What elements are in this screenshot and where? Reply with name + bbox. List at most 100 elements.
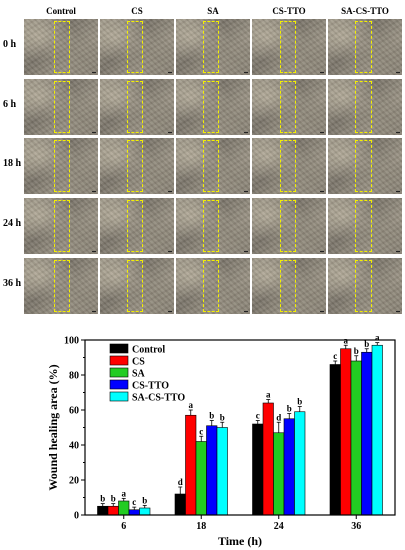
significance-letter: b xyxy=(100,494,105,504)
bar xyxy=(216,427,228,516)
bar xyxy=(262,402,274,516)
scale-bar xyxy=(244,191,248,192)
wound-gap-outline xyxy=(127,140,143,192)
bar xyxy=(361,351,373,516)
wound-gap-outline xyxy=(203,81,219,133)
row-label: 0 h xyxy=(3,39,17,50)
wound-gap-outline xyxy=(127,81,143,133)
wound-gap-outline xyxy=(355,200,372,252)
wound-gap-outline xyxy=(127,21,143,73)
scale-bar xyxy=(168,311,172,312)
row-label: 18 h xyxy=(3,158,22,169)
bar xyxy=(329,364,341,516)
row-label: 24 h xyxy=(3,218,22,229)
legend-swatch xyxy=(109,391,129,402)
micrograph-panel xyxy=(100,258,174,314)
wound-gap-outline xyxy=(203,140,219,192)
x-tick-label: 24 xyxy=(274,521,284,532)
scale-bar xyxy=(92,72,96,73)
micrograph-panel xyxy=(176,198,250,254)
wound-gap-outline xyxy=(54,140,70,192)
wound-gap-outline xyxy=(280,260,296,312)
scale-bar xyxy=(168,132,172,133)
bar xyxy=(195,441,207,516)
y-tick-label: 100 xyxy=(64,336,79,347)
column-label: CS xyxy=(131,6,143,16)
y-axis-label: Wound healing area (%) xyxy=(46,364,60,490)
bar xyxy=(340,348,352,516)
bar xyxy=(139,507,151,516)
significance-letter: a xyxy=(122,488,127,498)
wound-gap-outline xyxy=(355,81,372,133)
wound-gap-outline xyxy=(280,81,296,133)
scale-bar xyxy=(168,191,172,192)
bar xyxy=(371,344,383,516)
scale-bar xyxy=(396,251,400,252)
bar xyxy=(206,425,218,516)
wound-gap-outline xyxy=(355,21,372,73)
bar xyxy=(128,509,140,516)
wound-gap-outline xyxy=(280,200,296,252)
scale-bar xyxy=(244,72,248,73)
plot-frame xyxy=(84,339,396,516)
scale-bar xyxy=(92,191,96,192)
scale-bar xyxy=(244,251,248,252)
significance-letter: d xyxy=(276,412,281,422)
wound-gap-outline xyxy=(54,81,70,133)
significance-letter: b xyxy=(142,495,147,505)
micrograph-panel xyxy=(252,198,326,254)
significance-letter: a xyxy=(266,390,271,400)
y-tick-label: 80 xyxy=(69,371,79,382)
legend-swatch xyxy=(109,355,129,366)
bar xyxy=(185,414,197,516)
micrograph-panel xyxy=(24,79,98,135)
significance-letter: c xyxy=(199,426,203,436)
wound-gap-outline xyxy=(127,260,143,312)
wound-gap-outline xyxy=(355,260,372,312)
micrograph-panel xyxy=(100,79,174,135)
scale-bar xyxy=(320,311,324,312)
x-tick-label: 18 xyxy=(196,521,206,532)
bar xyxy=(118,500,130,516)
micrograph-panel xyxy=(328,79,402,135)
wound-gap-outline xyxy=(54,200,70,252)
legend-label: SA-CS-TTO xyxy=(132,393,185,404)
x-tick-label: 6 xyxy=(121,521,126,532)
y-tick-label: 40 xyxy=(69,441,79,452)
column-label: CS-TTO xyxy=(272,6,306,16)
legend-label: SA xyxy=(132,369,146,380)
significance-letter: c xyxy=(333,351,337,361)
wound-gap-outline xyxy=(355,140,372,192)
scale-bar xyxy=(320,251,324,252)
micrograph-panel xyxy=(252,19,326,75)
micrograph-panel xyxy=(176,258,250,314)
significance-letter: b xyxy=(354,346,359,356)
significance-letter: a xyxy=(375,333,380,343)
micrograph-panel xyxy=(176,79,250,135)
row-label: 6 h xyxy=(3,99,17,110)
micrograph-panel xyxy=(100,198,174,254)
wound-gap-outline xyxy=(203,260,219,312)
column-label: Control xyxy=(46,6,76,16)
bar xyxy=(174,493,186,516)
y-tick-label: 60 xyxy=(69,406,79,417)
micrograph-panel xyxy=(328,19,402,75)
significance-letter: d xyxy=(178,477,183,487)
legend-label: Control xyxy=(132,345,165,356)
micrograph-panel xyxy=(100,138,174,194)
significance-letter: c xyxy=(132,497,136,507)
scale-bar xyxy=(320,191,324,192)
scale-bar xyxy=(92,251,96,252)
significance-letter: b xyxy=(209,411,214,421)
significance-letter: b xyxy=(111,494,116,504)
legend-label: CS xyxy=(132,357,145,368)
micrograph-panel xyxy=(100,19,174,75)
legend-swatch xyxy=(109,367,129,378)
wound-gap-outline xyxy=(127,200,143,252)
x-tick-label: 36 xyxy=(351,521,361,532)
micrograph-panel xyxy=(24,138,98,194)
scale-bar xyxy=(396,72,400,73)
wound-gap-outline xyxy=(280,21,296,73)
micrograph-panel xyxy=(328,198,402,254)
